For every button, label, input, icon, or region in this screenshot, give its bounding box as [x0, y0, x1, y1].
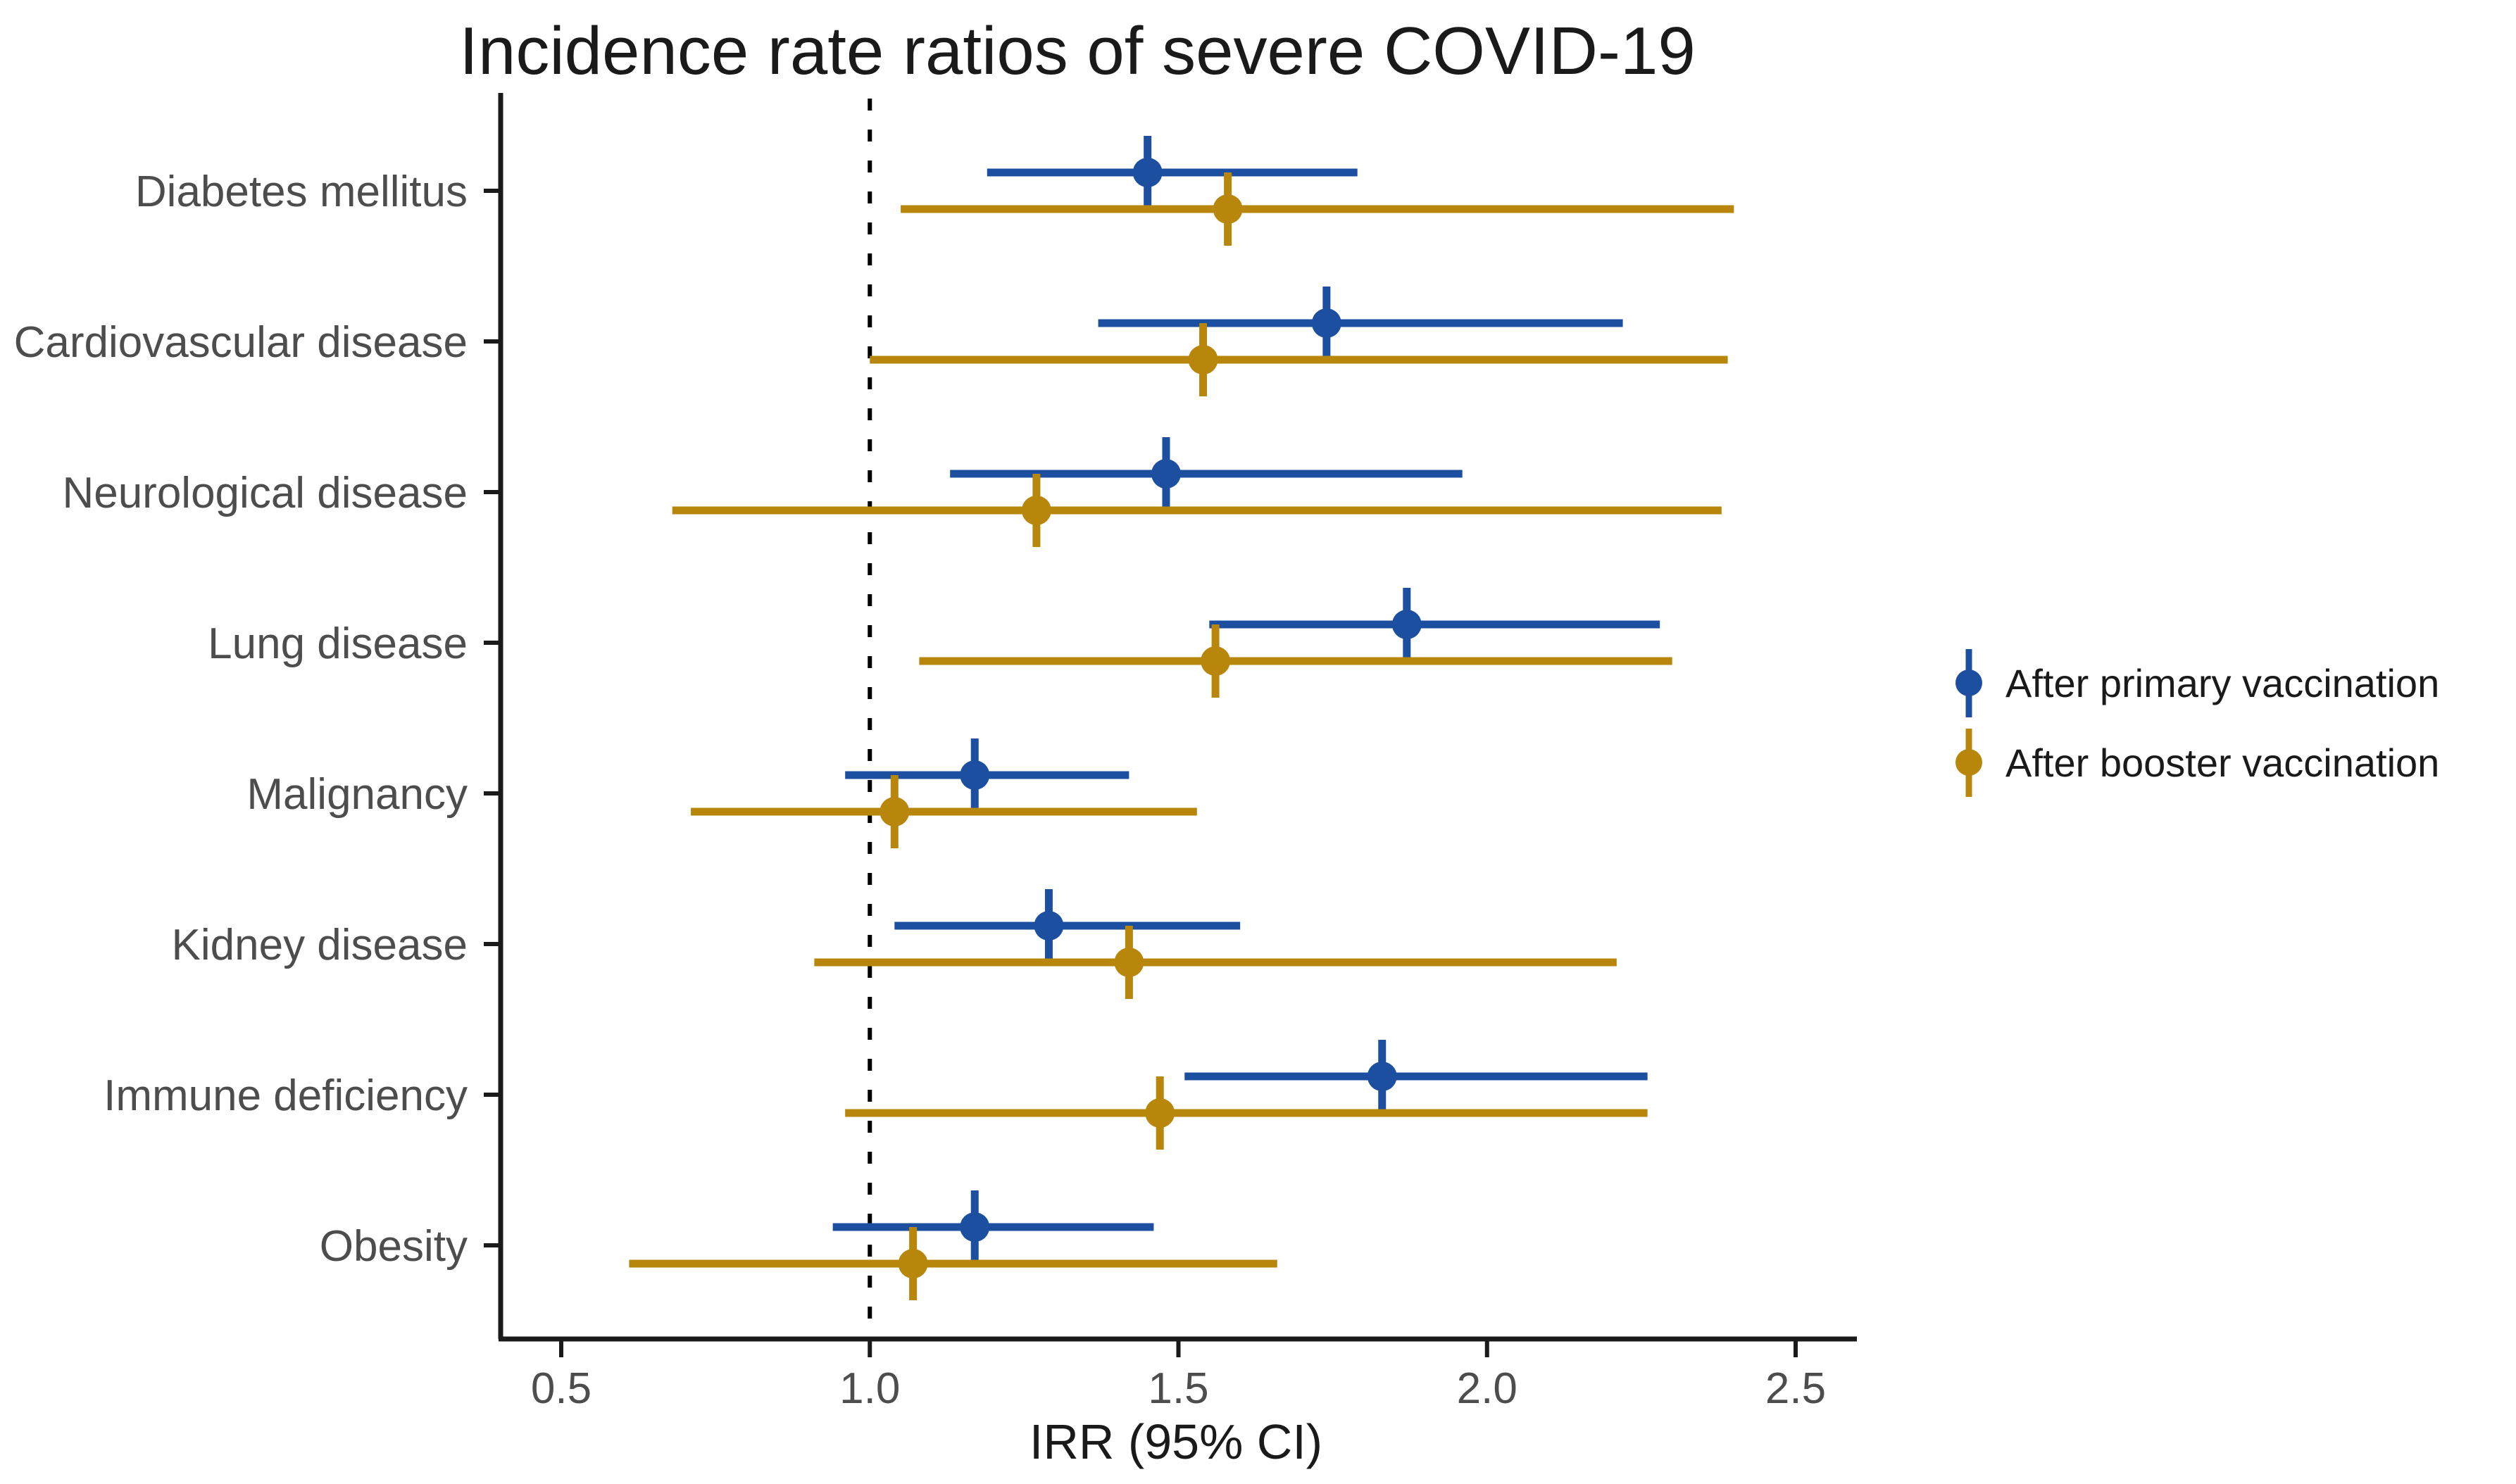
point-estimate	[1188, 345, 1218, 375]
point-estimate	[960, 1212, 990, 1242]
category-label: Lung disease	[208, 620, 468, 668]
point-estimate	[1021, 496, 1051, 525]
category-label: Obesity	[320, 1222, 468, 1271]
x-tick-label: 1.5	[1148, 1364, 1208, 1413]
category-label: Cardiovascular disease	[14, 318, 468, 367]
chart-title: Incidence rate ratios of severe COVID-19	[459, 13, 1696, 89]
point-estimate	[1151, 459, 1181, 489]
legend-label: After primary vaccination	[2005, 661, 2440, 705]
point-estimate	[880, 797, 910, 826]
point-estimate	[1034, 911, 1064, 941]
pointrange-key-icon	[1955, 729, 1982, 797]
point-estimate	[960, 760, 990, 790]
category-label: Immune deficiency	[104, 1071, 468, 1120]
x-tick-label: 2.5	[1765, 1364, 1826, 1413]
point-estimate	[898, 1249, 928, 1278]
x-tick-label: 0.5	[531, 1364, 592, 1413]
point-estimate	[1132, 158, 1163, 187]
category-label: Kidney disease	[172, 921, 468, 969]
x-axis-title: IRR (95% CI)	[1029, 1414, 1323, 1469]
point-estimate	[1114, 948, 1144, 977]
legend-label: After booster vaccination	[2005, 741, 2440, 785]
point-estimate	[1311, 308, 1341, 338]
category-label: Diabetes mellitus	[135, 168, 468, 216]
point-estimate	[1145, 1098, 1175, 1128]
category-label: Neurological disease	[62, 469, 468, 517]
legend: After primary vaccination After booster v…	[1949, 646, 2439, 800]
pointrange-key-icon	[1955, 649, 1982, 717]
point-estimate	[1391, 610, 1422, 639]
point-estimate	[1213, 194, 1243, 224]
x-tick-label: 2.0	[1457, 1364, 1517, 1413]
legend-entry: After primary vaccination	[1949, 646, 2439, 720]
category-label: Malignancy	[246, 770, 468, 819]
point-estimate	[1201, 646, 1231, 676]
point-estimate	[1367, 1062, 1397, 1091]
legend-entry: After booster vaccination	[1949, 726, 2439, 800]
x-tick-label: 1.0	[839, 1364, 900, 1413]
